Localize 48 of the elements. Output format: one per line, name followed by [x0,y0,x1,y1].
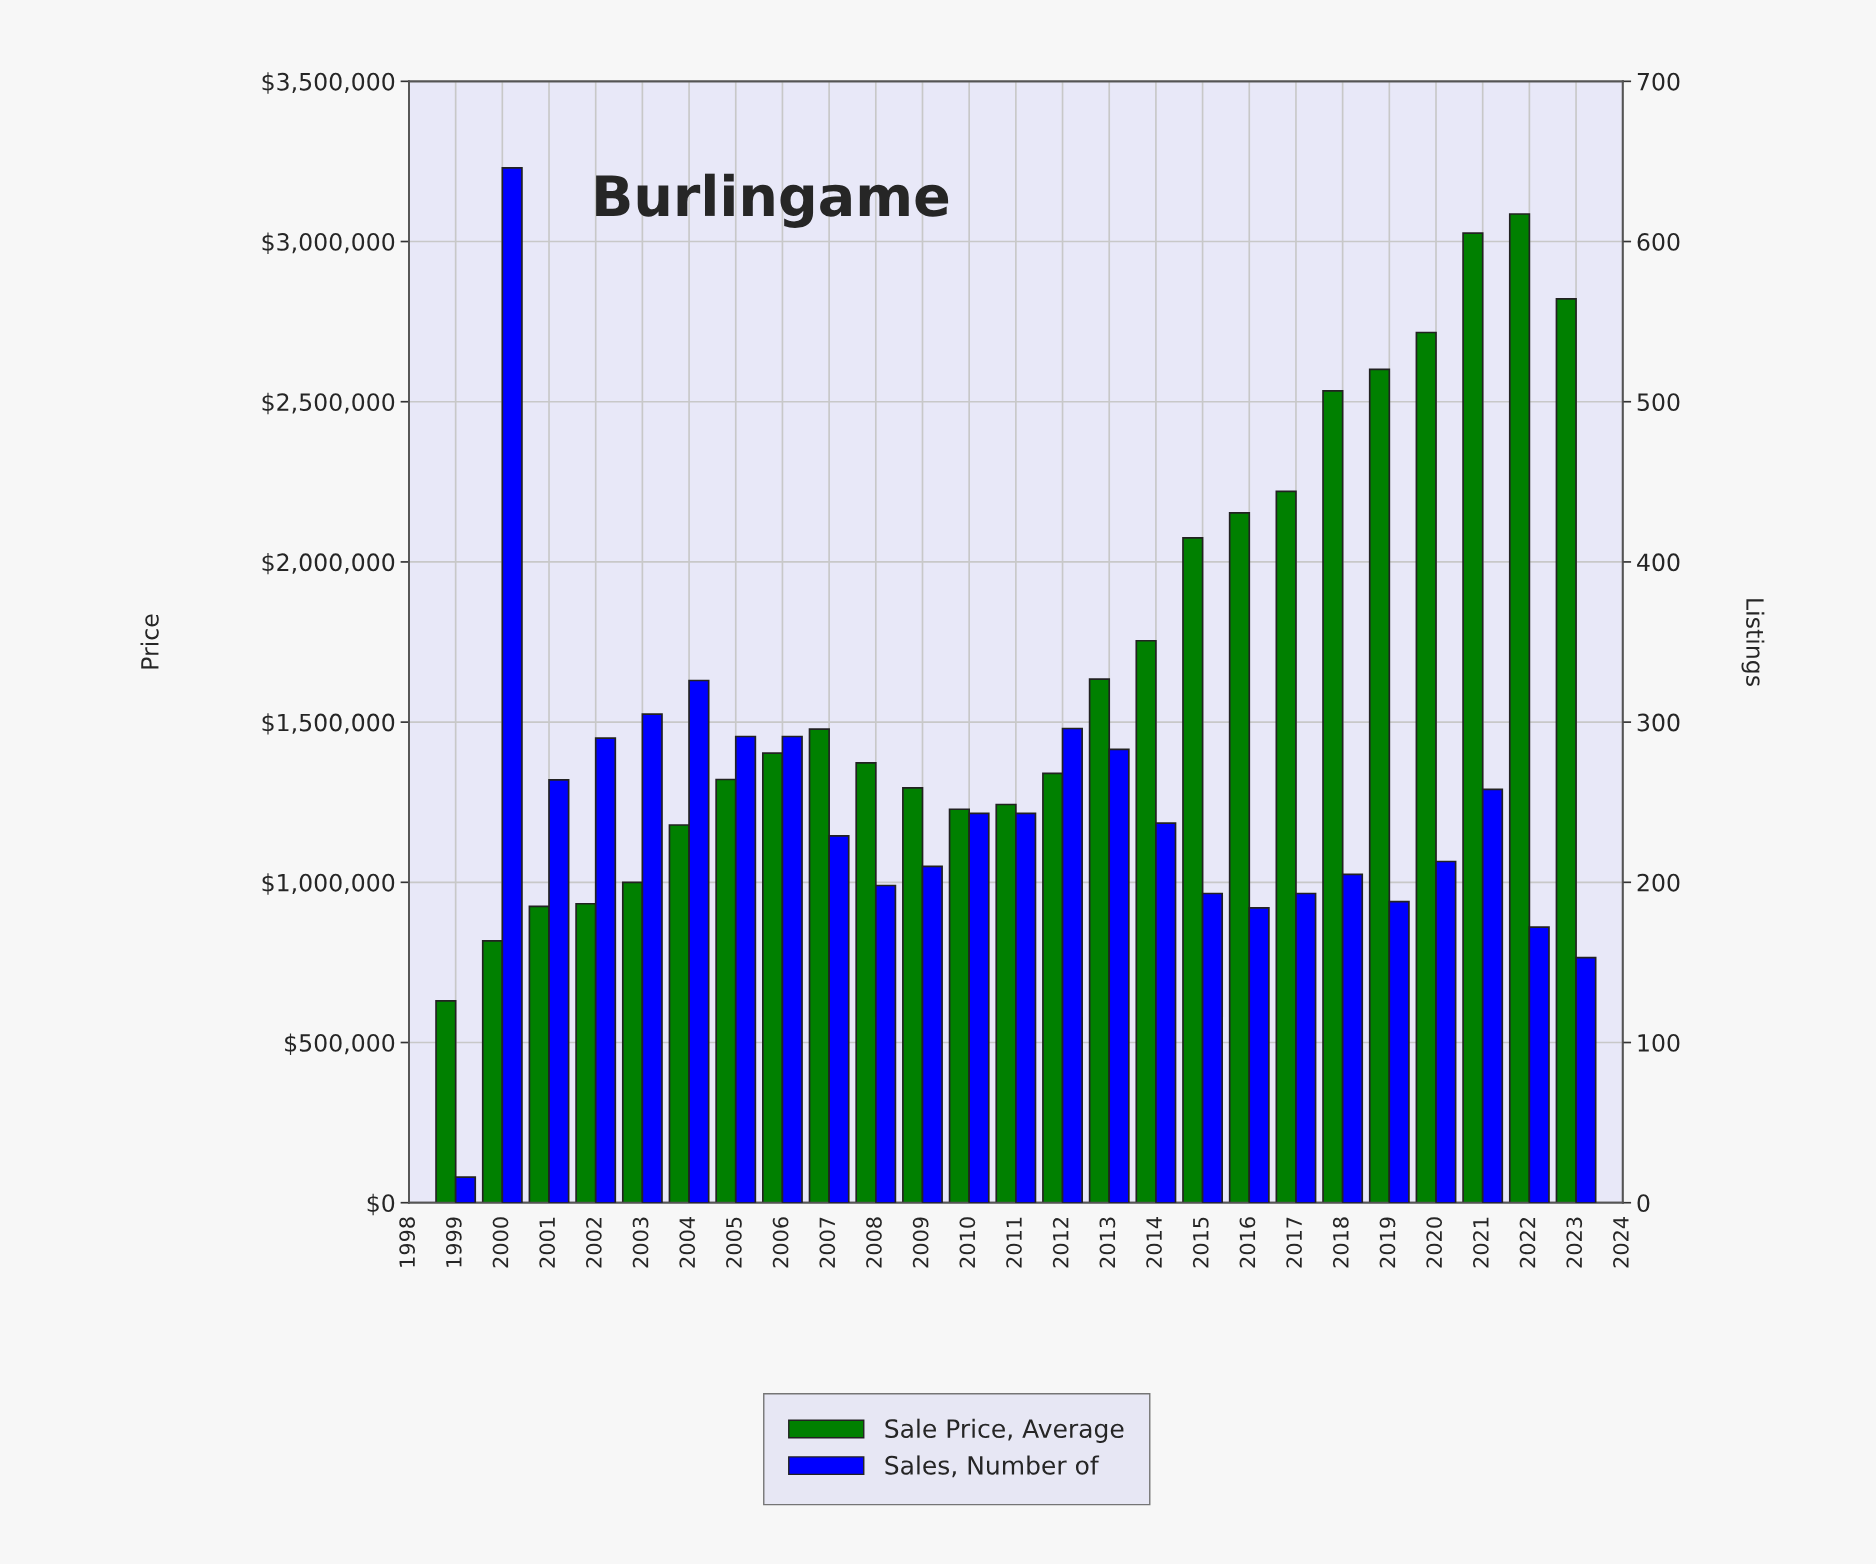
x-tick-label: 2006 [772,1217,789,1268]
y-tick-label: $500,000 [285,1033,395,1055]
x-tick-label: 2020 [1426,1217,1443,1268]
y-tick-label: $3,500,000 [262,72,395,94]
x-tick-label: 2008 [866,1217,882,1268]
x-tick-label: 2004 [679,1217,696,1268]
x-tick-label: 2002 [585,1218,602,1268]
y2-tick-label: 300 [1637,713,1680,732]
x-tick-label: 1999 [445,1217,462,1267]
y-axis-title: Price [140,614,159,669]
y-tick-label: $2,500,000 [262,392,395,415]
x-tick-label: 2024 [1613,1217,1629,1268]
x-tick-label: 2003 [632,1217,649,1268]
y-tick-label: $0 [367,1193,395,1216]
x-tick-label: 2010 [959,1217,976,1268]
y-tick-label: $3,000,000 [262,232,395,254]
y2-tick-label: 500 [1637,393,1680,412]
legend-label: Sale Price, Average [885,1418,1124,1443]
x-tick-label: 2022 [1519,1218,1536,1268]
y2-tick-label: 200 [1637,873,1680,892]
x-tick-label: 2011 [1006,1217,1022,1268]
x-tick-label: 2015 [1192,1217,1209,1268]
y2-tick-label: 700 [1637,72,1680,91]
text: Burlingame [596,173,949,228]
x-tick-label: 2005 [726,1217,742,1268]
y2-tick-label: 400 [1637,553,1680,572]
y2-axis-title: Listings [1741,599,1765,686]
x-tick-label: 2000 [492,1217,509,1268]
x-tick-label: 2016 [1239,1217,1256,1268]
legend-label: Sales, Number of [885,1455,1100,1478]
x-tick-label: 2014 [1146,1217,1162,1268]
x-tick-label: 2021 [1472,1217,1489,1268]
y2-tick-label: 0 [1637,1194,1650,1213]
y-tick-label: $1,000,000 [262,873,395,895]
y2-tick-label: 100 [1638,1033,1680,1052]
x-tick-label: 2013 [1099,1217,1116,1268]
x-tick-label: 2001 [539,1217,556,1268]
x-tick-label: 1998 [399,1217,416,1267]
x-tick-label: 2023 [1566,1217,1583,1268]
y-tick-label: $1,500,000 [262,713,395,735]
y-tick-label: $2,000,000 [262,552,395,575]
x-tick-label: 2007 [819,1217,836,1268]
x-tick-label: 2019 [1379,1217,1396,1268]
y2-tick-label: 600 [1637,232,1680,251]
x-tick-label: 2012 [1052,1218,1069,1268]
x-tick-label: 2018 [1332,1217,1349,1268]
x-tick-label: 2009 [912,1217,929,1268]
x-tick-label: 2017 [1286,1217,1302,1268]
